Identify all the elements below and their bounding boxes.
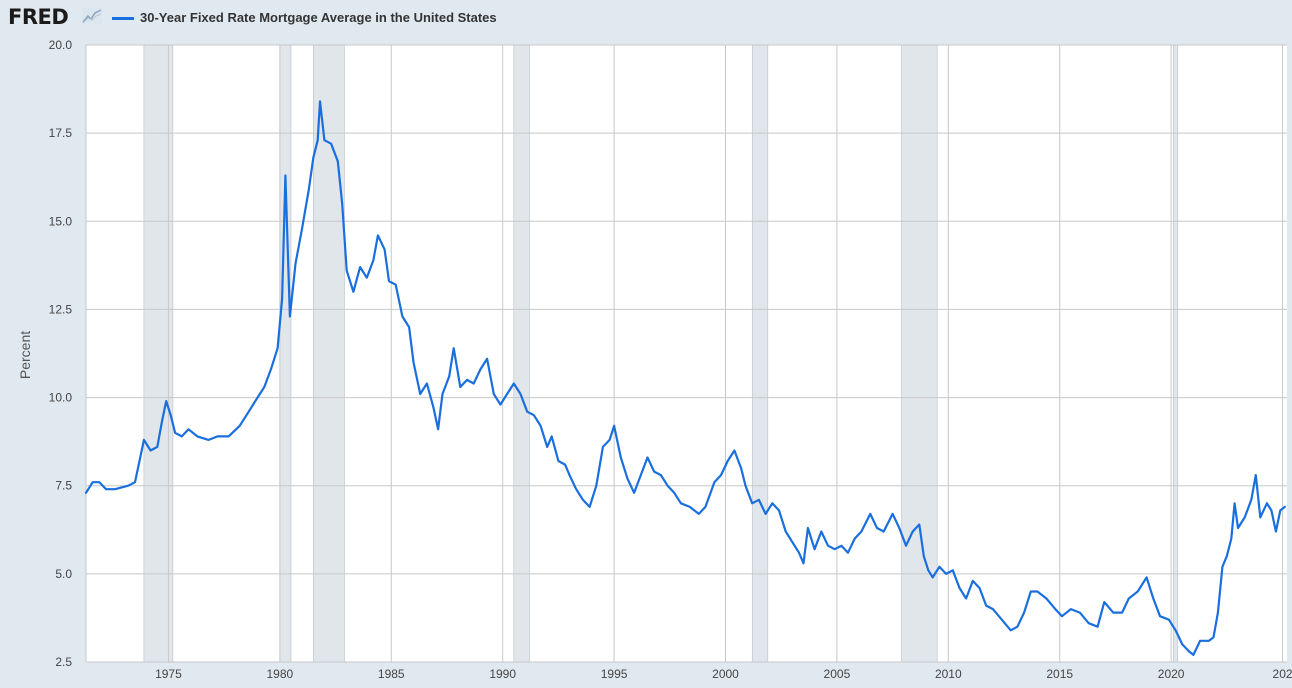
x-tick-label: 2000	[712, 667, 739, 681]
legend-label: 30-Year Fixed Rate Mortgage Average in t…	[140, 10, 497, 25]
y-tick-label: 15.0	[49, 214, 73, 228]
x-tick-label: 202	[1273, 667, 1292, 681]
recession-band	[279, 44, 292, 663]
y-tick-label: 10.0	[49, 391, 73, 405]
recession-band	[1173, 44, 1179, 663]
y-tick-label: 12.5	[49, 302, 73, 316]
x-tick-label: 1975	[155, 667, 182, 681]
recession-band	[513, 44, 530, 663]
y-tick-label: 5.0	[55, 567, 72, 581]
chart-header: FRED 30-Year Fixed Rate Mortgage Average…	[0, 0, 1292, 36]
x-tick-label: 2010	[935, 667, 962, 681]
x-tick-label: 1995	[601, 667, 628, 681]
x-tick-label: 1985	[378, 667, 405, 681]
y-tick-label: 20.0	[49, 38, 73, 52]
y-tick-label: 2.5	[55, 655, 72, 669]
y-tick-label: 17.5	[49, 126, 73, 140]
fred-logo: FRED	[8, 5, 69, 29]
series-line[interactable]	[84, 100, 1286, 657]
x-tick-label: 2005	[824, 667, 851, 681]
x-tick-label: 2015	[1046, 667, 1073, 681]
recession-band	[751, 44, 769, 663]
x-tick-label: 2020	[1158, 667, 1185, 681]
legend-swatch	[112, 17, 134, 20]
trend-line-icon	[82, 8, 102, 24]
x-tick-label: 1990	[489, 667, 516, 681]
plot-area	[86, 45, 1287, 662]
recession-band	[901, 44, 938, 663]
recession-band	[312, 44, 345, 663]
y-tick-label: 7.5	[55, 479, 72, 493]
x-tick-label: 1980	[267, 667, 294, 681]
